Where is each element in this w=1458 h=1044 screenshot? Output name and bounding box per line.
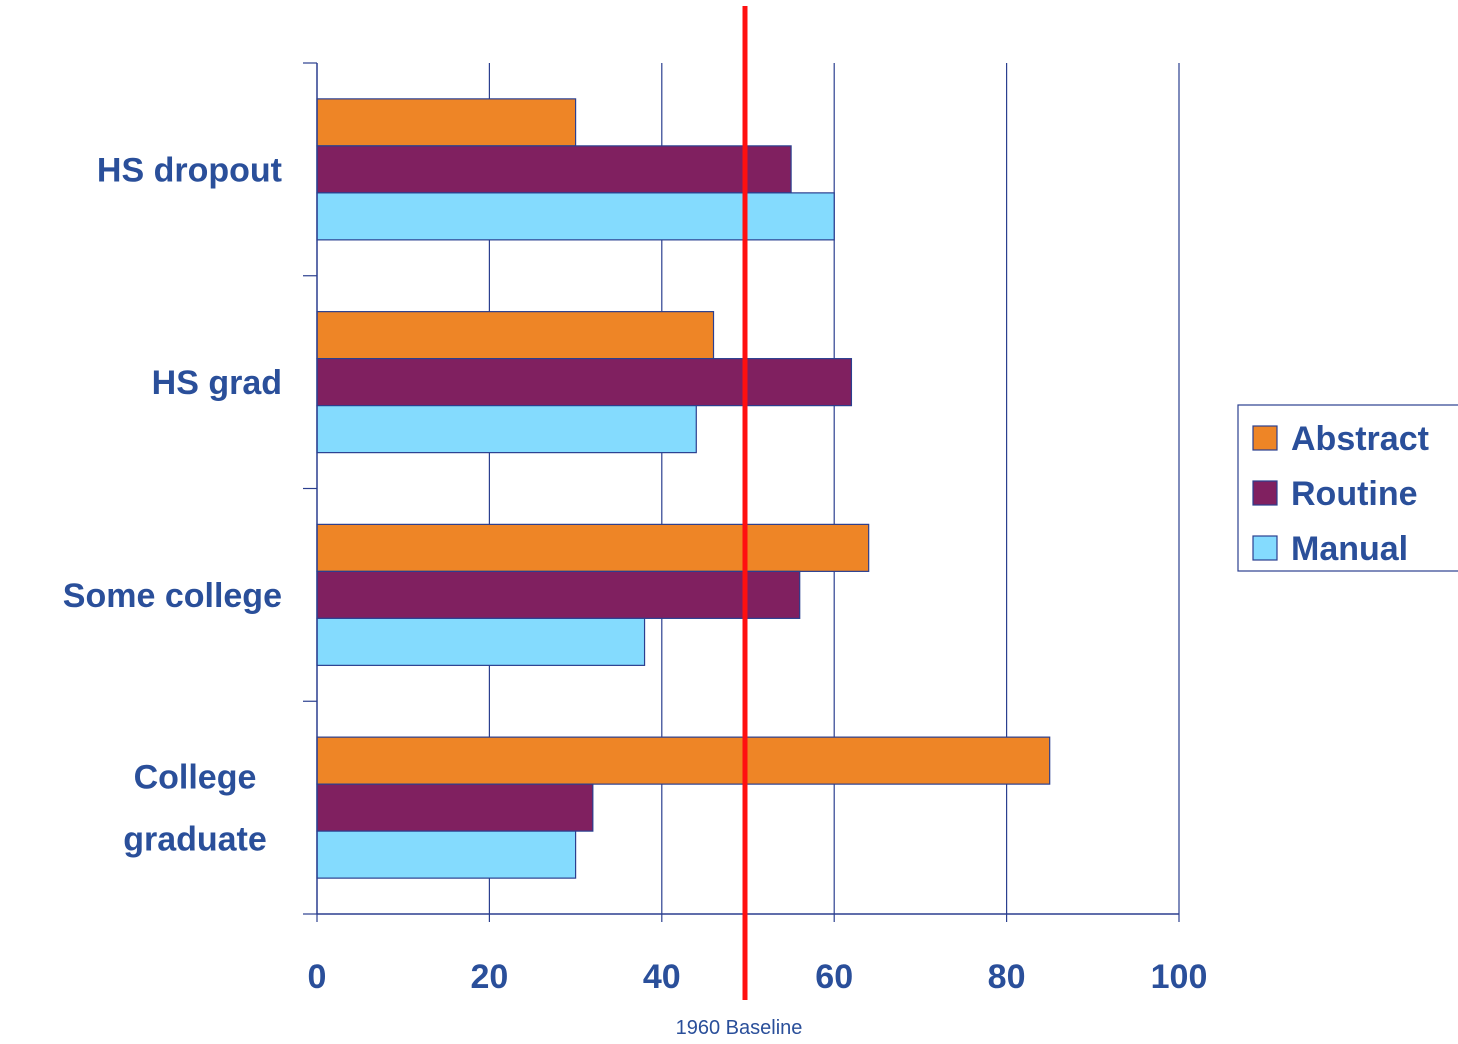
x-tick-label-0: 0 xyxy=(308,958,327,996)
category-label-1-0: HS grad xyxy=(152,364,282,402)
legend-label-abstract: Abstract xyxy=(1291,420,1429,458)
x-tick-label-60: 60 xyxy=(815,958,853,996)
bar-routine-2 xyxy=(316,570,801,619)
bars xyxy=(316,98,1051,879)
legend-label-manual: Manual xyxy=(1291,530,1408,568)
legend-swatch-routine xyxy=(1252,480,1278,506)
bar-routine-1 xyxy=(316,358,853,407)
baseline-reference: 1960 Baseline xyxy=(676,6,803,1039)
x-tick-label-100: 100 xyxy=(1151,958,1208,996)
bar-abstract-2 xyxy=(316,523,870,572)
x-tick-label-40: 40 xyxy=(643,958,681,996)
axes xyxy=(303,62,1180,922)
bar-manual-0 xyxy=(316,192,835,241)
bar-routine-3 xyxy=(316,783,594,832)
legend-swatch-abstract xyxy=(1252,425,1278,451)
bar-abstract-3 xyxy=(316,736,1051,785)
bar-abstract-0 xyxy=(316,98,577,147)
axis-labels: 0 20 40 60 80 100 HS dropout HS grad Some colleg… xyxy=(63,151,1208,996)
legend-label-routine: Routine xyxy=(1291,475,1418,513)
bar-manual-3 xyxy=(316,830,577,879)
category-label-3-0: College xyxy=(134,759,257,797)
legend: Abstract Routine Manual xyxy=(1237,404,1458,572)
category-label-3-1: graduate xyxy=(123,821,267,859)
x-tick-label-80: 80 xyxy=(988,958,1026,996)
legend-swatch-manual xyxy=(1252,535,1278,561)
bar-routine-0 xyxy=(316,145,792,194)
category-label-2-0: Some college xyxy=(63,577,282,615)
bar-manual-1 xyxy=(316,405,697,454)
x-tick-label-20: 20 xyxy=(470,958,508,996)
baseline-label: 1960 Baseline xyxy=(676,1017,803,1039)
bar-manual-2 xyxy=(316,617,646,666)
bar-abstract-1 xyxy=(316,311,715,360)
category-label-0-0: HS dropout xyxy=(97,151,282,189)
